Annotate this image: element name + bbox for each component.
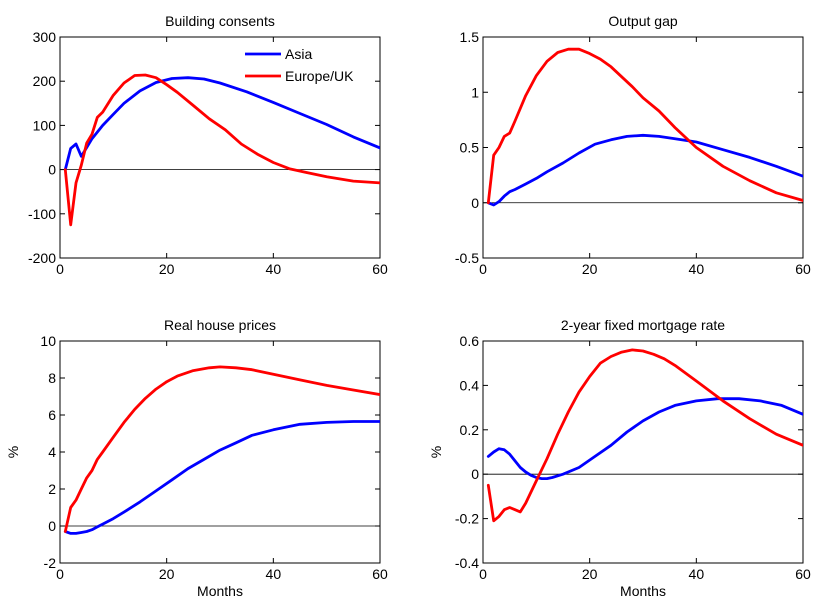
y-tick-label: 0 [471,195,479,211]
chart-legend: Asia Europe/UK [245,46,354,84]
y-axis-label: % [428,446,444,458]
x-tick-label: 60 [795,566,811,582]
y-tick-label: 8 [48,370,56,386]
x-axis-label: Months [620,583,666,599]
series-line-europe-uk [63,365,380,533]
x-tick-label: 20 [159,566,175,582]
y-tick-label: 300 [33,29,57,45]
x-tick-label: 60 [372,261,388,277]
legend-entry-label: Europe/UK [285,68,354,84]
y-tick-label: -0.5 [455,250,479,266]
x-tick-label: 40 [266,261,282,277]
plot-area-frame [482,340,804,564]
series-line-asia [63,420,380,535]
y-tick-label: 0.6 [460,333,480,349]
x-tick-label: 0 [479,261,487,277]
y-tick-label: 6 [48,407,56,423]
x-tick-label: 60 [795,261,811,277]
chart-title: Output gap [608,13,677,29]
y-tick-label: 0.2 [460,422,480,438]
x-tick-label: 20 [159,261,175,277]
chart-panel-4: 0 20 40 60 -0.4 -0.2 0 0.2 0.4 0.6 2-year fixed mo… [428,317,811,599]
y-tick-label: 10 [40,333,56,349]
y-tick-label: -100 [28,206,56,222]
y-tick-label: 4 [48,444,56,460]
legend-entry-label: Asia [285,46,312,62]
y-tick-label: -2 [44,555,57,571]
y-tick-label: 0 [471,466,479,482]
plot-area-frame [59,36,381,259]
y-tick-label: 0.4 [460,377,480,393]
x-axis-label: Months [197,583,243,599]
y-tick-label: -0.2 [455,511,479,527]
x-tick-label: 0 [479,566,487,582]
x-tick-label: 60 [372,566,388,582]
y-tick-label: 1 [471,84,479,100]
chart-title: 2-year fixed mortgage rate [561,317,725,333]
plot-area-frame [482,36,804,259]
series-line-asia [486,133,803,207]
x-tick-label: 20 [582,566,598,582]
x-tick-label: 0 [56,261,64,277]
y-tick-label: 200 [33,73,57,89]
series-line-asia [486,397,803,481]
chart-panel-1: 0 20 40 60 -200 -100 0 100 200 300 Building consen… [28,13,388,277]
chart-title: Real house prices [164,317,276,333]
y-tick-label: 100 [33,117,57,133]
y-tick-label: 0 [48,518,56,534]
chart-title: Building consents [165,13,275,29]
x-tick-label: 0 [56,566,64,582]
y-tick-label: 0.5 [460,140,480,156]
y-tick-label: -200 [28,250,56,266]
x-tick-label: 40 [266,566,282,582]
x-tick-label: 40 [689,566,705,582]
y-tick-label: 0 [48,162,56,178]
series-line-europe-uk [486,47,803,205]
x-tick-label: 20 [582,261,598,277]
y-axis-label: % [5,446,21,458]
y-tick-label: 1.5 [460,29,480,45]
y-tick-label: -0.4 [455,555,479,571]
series-line-europe-uk [63,73,380,227]
y-tick-label: 2 [48,481,56,497]
series-line-europe-uk [486,348,803,523]
x-tick-label: 40 [689,261,705,277]
plot-area-frame [59,340,381,564]
